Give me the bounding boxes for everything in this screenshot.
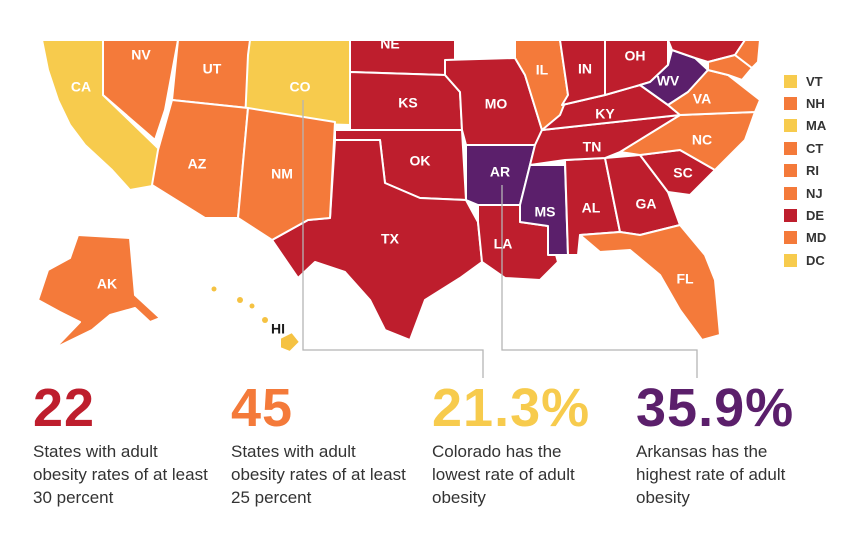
stat-description: Colorado has the lowest rate of adult ob… (432, 442, 575, 507)
va-label: VA (693, 91, 711, 107)
ak-state (37, 234, 161, 349)
wv-label: WV (657, 73, 680, 89)
tn-label: TN (583, 139, 602, 155)
legend-swatch (784, 231, 797, 245)
stat-value: 21.3% (432, 378, 591, 438)
legend-label: VT (806, 73, 823, 89)
nj-region (734, 39, 761, 69)
legend-label: MA (806, 118, 827, 134)
co-label: CO (290, 79, 311, 95)
stat-value: 45 (231, 378, 294, 438)
ks-label: KS (398, 95, 417, 111)
colorado-leader-line (302, 100, 484, 378)
stat-description: States with adult obesity rates of at le… (231, 442, 406, 507)
legend-item-dc: DC (784, 249, 856, 271)
va-state (667, 69, 761, 116)
legend-swatch (784, 74, 797, 88)
ky-label: KY (595, 106, 615, 122)
legend-swatch (784, 186, 797, 200)
nv-state (102, 39, 179, 141)
ak-label: AK (97, 276, 117, 292)
tx-label: TX (381, 231, 400, 247)
al-label: AL (582, 200, 601, 216)
stat-value: 35.9% (636, 378, 795, 438)
stat-block-30-percent: 22 States with adult obesity rates of at… (33, 380, 208, 509)
legend-swatch (784, 164, 797, 178)
in-state (559, 39, 606, 106)
legend-item-ri: RI (784, 160, 856, 182)
legend-label: DC (806, 252, 825, 268)
legend-label: NH (806, 96, 825, 112)
nm-label: NM (271, 166, 293, 182)
small-states-legend: VT NH MA CT RI NJ DE MD DC (784, 70, 856, 272)
ok-label: OK (410, 153, 431, 169)
la-label: LA (494, 236, 513, 252)
ne-label: NE (380, 36, 399, 52)
stat-description: Arkansas has the highest rate of adult o… (636, 442, 786, 507)
legend-swatch (784, 253, 797, 267)
legend-swatch (784, 97, 797, 111)
arkansas-leader-line (501, 185, 698, 378)
legend-item-md: MD (784, 227, 856, 249)
northeast-states (667, 39, 761, 81)
legend-swatch (784, 119, 797, 133)
state-shapes (37, 39, 761, 353)
legend-item-ct: CT (784, 137, 856, 159)
in-label: IN (578, 61, 592, 77)
legend-swatch (784, 209, 797, 223)
nm-state (237, 107, 336, 241)
nv-label: NV (131, 47, 151, 63)
ar-label: AR (490, 164, 510, 180)
az-label: AZ (188, 156, 207, 172)
legend-label: CT (806, 140, 824, 156)
hi-label: HI (271, 321, 285, 337)
il-label: IL (536, 62, 549, 78)
legend-item-vt: VT (784, 70, 856, 92)
state-labels: CA NV UT CO NE KS OK TX AZ NM MO AR LA MS AL GA FL SC NC TN… (71, 36, 712, 337)
legend-label: NJ (806, 185, 823, 201)
legend-item-nh: NH (784, 92, 856, 114)
ut-label: UT (203, 61, 222, 77)
fl-label: FL (676, 271, 694, 287)
legend-item-nj: NJ (784, 182, 856, 204)
stat-value: 22 (33, 378, 96, 438)
leader-lines (302, 100, 698, 378)
ca-label: CA (71, 79, 91, 95)
ga-label: GA (636, 196, 657, 212)
ms-label: MS (535, 204, 556, 220)
stat-block-25-percent: 45 States with adult obesity rates of at… (231, 380, 406, 509)
legend-item-de: DE (784, 204, 856, 226)
hi-state (279, 331, 301, 353)
legend-label: MD (806, 230, 827, 246)
legend-label: DE (806, 208, 825, 224)
stat-block-arkansas: 35.9% Arkansas has the highest rate of a… (636, 380, 801, 509)
legend-swatch (784, 141, 797, 155)
mo-label: MO (485, 96, 508, 112)
sc-label: SC (673, 165, 692, 181)
legend-label: RI (806, 163, 819, 179)
fl-state (579, 224, 721, 341)
stat-description: States with adult obesity rates of at le… (33, 442, 208, 507)
oh-label: OH (625, 48, 646, 64)
nc-label: NC (692, 132, 712, 148)
stat-block-colorado: 21.3% Colorado has the lowest rate of ad… (432, 380, 597, 509)
legend-item-ma: MA (784, 115, 856, 137)
hawaii-islands (211, 286, 268, 323)
